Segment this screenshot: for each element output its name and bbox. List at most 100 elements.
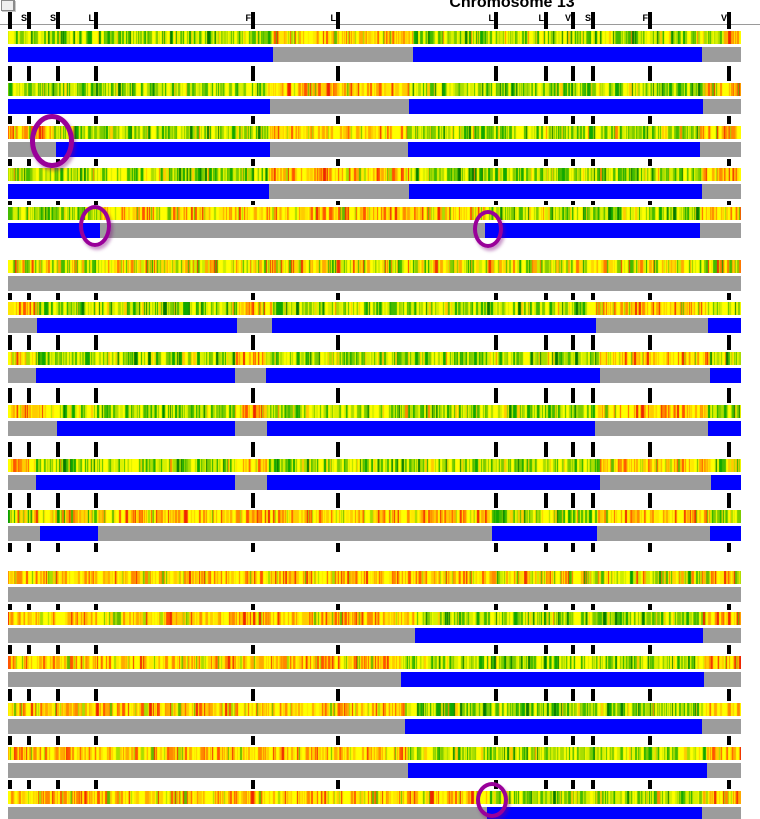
axis-tick	[494, 12, 498, 29]
marker-tick	[571, 780, 575, 789]
no-match-segment	[235, 368, 266, 383]
annotation-ellipse	[476, 782, 508, 818]
axis-tick	[251, 12, 255, 29]
marker-tick	[8, 335, 12, 350]
marker-tick	[251, 543, 255, 552]
marker-tick	[336, 335, 340, 350]
matching-segment	[8, 47, 273, 62]
marker-tick	[591, 388, 595, 403]
axis-tick	[56, 12, 60, 29]
marker-tick	[27, 66, 31, 81]
no-match-segment	[235, 421, 267, 436]
axis-marker-label: L	[330, 13, 337, 23]
marker-tick	[8, 116, 12, 124]
marker-tick	[8, 493, 12, 508]
matching-segment	[36, 475, 235, 490]
marker-tick	[544, 604, 548, 610]
no-match-segment	[237, 318, 272, 333]
axis-tick	[8, 12, 12, 29]
marker-tick	[251, 293, 255, 300]
marker-tick	[591, 493, 595, 508]
no-match-segment	[700, 142, 741, 157]
marker-tick	[336, 159, 340, 166]
marker-tick	[571, 335, 575, 350]
axis-marker-label: S	[584, 13, 591, 23]
marker-tick	[571, 604, 575, 610]
matching-segment	[37, 318, 237, 333]
marker-tick	[591, 736, 595, 745]
axis-marker-label: L	[88, 13, 95, 23]
snp-heatmap-strip	[8, 656, 741, 669]
snp-heatmap-strip	[8, 791, 741, 804]
marker-tick	[571, 388, 575, 403]
marker-tick	[571, 689, 575, 701]
marker-tick	[56, 645, 60, 654]
marker-tick	[8, 293, 12, 300]
marker-tick	[56, 689, 60, 701]
marker-tick	[591, 116, 595, 124]
snp-heatmap-strip	[8, 168, 741, 181]
marker-tick	[727, 66, 731, 81]
no-match-segment	[8, 807, 487, 819]
axis-marker-label: L	[488, 13, 495, 23]
marker-tick	[648, 201, 652, 205]
marker-tick	[727, 293, 731, 300]
matching-segment	[710, 368, 741, 383]
marker-tick	[727, 780, 731, 789]
marker-tick	[544, 201, 548, 205]
no-match-segment	[597, 526, 710, 541]
marker-tick	[94, 604, 98, 610]
no-match-segment	[8, 672, 401, 687]
no-match-segment	[8, 318, 37, 333]
marker-tick	[27, 293, 31, 300]
marker-tick	[8, 736, 12, 745]
marker-tick	[591, 442, 595, 457]
no-match-segment	[703, 99, 741, 114]
marker-tick	[8, 604, 12, 610]
marker-tick	[94, 159, 98, 166]
no-match-segment	[8, 719, 405, 734]
marker-tick	[494, 736, 498, 745]
marker-tick	[494, 442, 498, 457]
marker-tick	[571, 159, 575, 166]
marker-tick	[56, 201, 60, 205]
marker-tick	[571, 201, 575, 205]
no-match-segment	[596, 318, 708, 333]
marker-tick	[336, 388, 340, 403]
no-match-segment	[270, 142, 408, 157]
marker-tick	[27, 645, 31, 654]
no-match-segment	[270, 99, 409, 114]
marker-tick	[251, 493, 255, 508]
scroll-corner-artifact	[1, 0, 15, 11]
marker-tick	[648, 442, 652, 457]
matching-segment	[401, 672, 704, 687]
axis-marker-label: V	[564, 13, 571, 23]
marker-tick	[251, 442, 255, 457]
matching-segment	[485, 223, 700, 238]
snp-heatmap-strip	[8, 207, 741, 220]
marker-tick	[56, 442, 60, 457]
marker-tick	[727, 388, 731, 403]
marker-tick	[571, 293, 575, 300]
snp-heatmap-strip	[8, 703, 741, 716]
marker-tick	[591, 293, 595, 300]
no-match-segment	[700, 223, 741, 238]
marker-tick	[27, 736, 31, 745]
no-match-segment	[269, 184, 409, 199]
no-match-segment	[707, 763, 741, 778]
marker-tick	[251, 116, 255, 124]
marker-tick	[727, 159, 731, 166]
axis-tick	[591, 12, 595, 29]
matching-segment	[8, 99, 270, 114]
marker-tick	[251, 780, 255, 789]
marker-tick	[56, 293, 60, 300]
axis-tick	[27, 12, 31, 29]
marker-tick	[494, 388, 498, 403]
marker-tick	[27, 335, 31, 350]
marker-tick	[494, 66, 498, 81]
marker-tick	[94, 645, 98, 654]
marker-tick	[336, 116, 340, 124]
marker-tick	[8, 66, 12, 81]
marker-tick	[544, 689, 548, 701]
